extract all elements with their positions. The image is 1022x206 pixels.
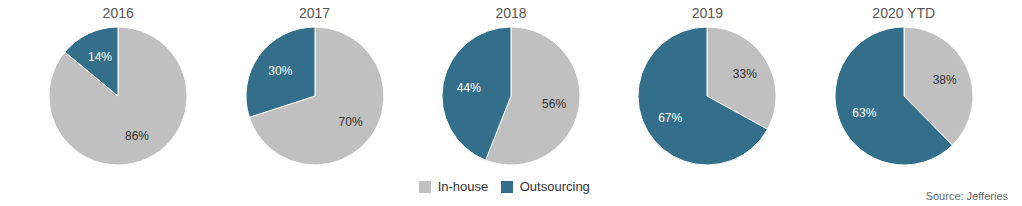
svg-text:14%: 14% — [88, 50, 112, 64]
html-text:Outsourcing: Outsourcing — [519, 179, 590, 194]
svg-text:63%: 63% — [852, 106, 876, 120]
svg-text:67%: 67% — [658, 111, 682, 125]
svg-text:86%: 86% — [125, 129, 149, 143]
html-text:2020 YTD: 2020 YTD — [872, 5, 936, 21]
html-text:2018: 2018 — [495, 5, 527, 21]
svg-text:56%: 56% — [542, 97, 566, 111]
html-text:2017: 2017 — [299, 5, 331, 21]
svg-text:38%: 38% — [932, 73, 956, 87]
svg-text:70%: 70% — [338, 115, 362, 129]
svg-text:33%: 33% — [733, 67, 757, 81]
svg-text:30%: 30% — [268, 64, 292, 78]
html-text:2016: 2016 — [102, 5, 134, 21]
html-text:In-house: In-house — [437, 179, 489, 194]
html-text:Source: Jefferies: Source: Jefferies — [925, 190, 1008, 202]
svg-text:44%: 44% — [457, 81, 481, 95]
html-text:2019: 2019 — [691, 5, 723, 21]
